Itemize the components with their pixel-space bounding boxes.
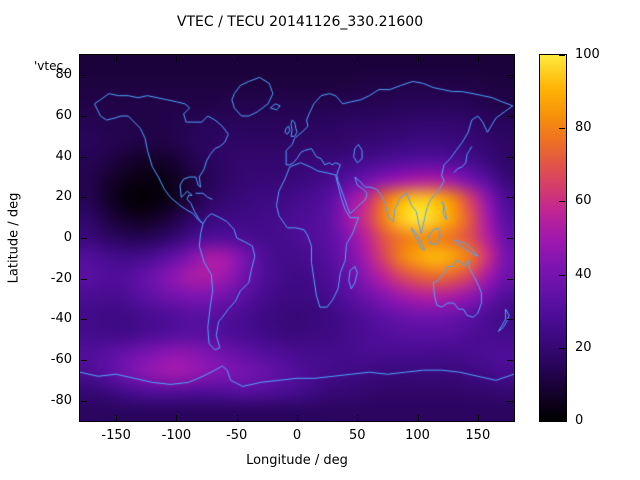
x-tick-mark	[236, 415, 238, 421]
x-tick-mark	[417, 415, 419, 421]
y-tick-label: 20	[55, 189, 72, 205]
y-tick-mark	[81, 197, 87, 199]
x-tick-label: 50	[348, 428, 366, 443]
y-tick-label: -80	[50, 392, 72, 408]
x-tick-mark	[116, 56, 118, 62]
x-tick-mark	[176, 415, 178, 421]
colorbar-tick-label: 40	[575, 266, 592, 282]
x-tick-label: -100	[161, 428, 192, 443]
y-tick-label: -60	[50, 352, 72, 367]
x-tick-label: -150	[101, 428, 131, 443]
colorbar-tick-mark	[559, 201, 565, 203]
x-tick-label: 0	[292, 428, 302, 443]
y-axis-label: Latitude / deg	[6, 192, 22, 284]
x-tick-mark	[477, 56, 479, 62]
y-tick-mark	[81, 116, 87, 117]
y-tick-mark	[81, 278, 87, 280]
y-tick-mark	[507, 319, 513, 321]
y-tick-mark	[81, 319, 87, 321]
y-tick-label: -40	[50, 311, 72, 327]
y-tick-mark	[81, 75, 87, 77]
x-tick-mark	[297, 56, 298, 62]
y-tick-mark	[81, 400, 87, 402]
colorbar-tick-label: 0	[575, 413, 584, 428]
y-tick-mark	[507, 360, 513, 361]
x-tick-mark	[176, 56, 178, 62]
x-tick-mark	[236, 56, 238, 62]
x-tick-label: 100	[405, 428, 430, 443]
x-tick-mark	[477, 415, 479, 421]
y-tick-label: 80	[55, 67, 72, 83]
x-tick-mark	[357, 415, 359, 421]
colorbar-tick-mark	[559, 55, 565, 56]
y-tick-label: 40	[55, 148, 72, 164]
y-tick-mark	[81, 238, 87, 239]
colorbar-tick-label: 20	[575, 339, 592, 355]
x-tick-mark	[417, 56, 419, 62]
y-tick-mark	[81, 156, 87, 158]
y-tick-label: 60	[55, 108, 72, 123]
x-tick-label: 150	[465, 428, 491, 443]
x-tick-mark	[297, 415, 298, 421]
x-axis-label: Longitude / deg	[246, 453, 348, 468]
y-tick-mark	[507, 238, 513, 239]
y-tick-mark	[507, 278, 513, 280]
y-tick-mark	[507, 400, 513, 402]
y-tick-mark	[507, 156, 513, 158]
heatmap-canvas	[79, 54, 515, 422]
x-tick-label: -50	[226, 428, 248, 443]
colorbar-tick-label: 60	[575, 193, 592, 209]
y-tick-label: -20	[50, 270, 72, 286]
x-tick-mark	[357, 56, 359, 62]
y-tick-mark	[507, 197, 513, 199]
chart-title: VTEC / TECU 20141126_330.21600	[176, 14, 424, 30]
colorbar-tick-mark	[559, 347, 565, 349]
colorbar-tick-label: 80	[575, 120, 592, 136]
y-tick-label: 0	[63, 230, 72, 245]
y-tick-mark	[507, 75, 513, 77]
x-tick-mark	[116, 415, 118, 421]
colorbar-tick-mark	[559, 420, 565, 421]
colorbar-tick-mark	[559, 128, 565, 130]
y-tick-mark	[507, 116, 513, 117]
y-tick-mark	[81, 360, 87, 361]
colorbar	[539, 54, 567, 422]
series-key-label: 'vtec_	[34, 59, 70, 73]
colorbar-tick-label: 100	[575, 47, 600, 62]
colorbar-tick-mark	[559, 274, 565, 276]
